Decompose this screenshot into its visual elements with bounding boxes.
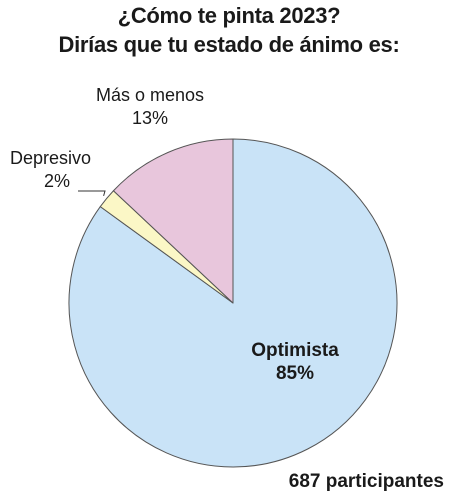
participants-count: 687 participantes bbox=[288, 471, 444, 492]
depresivo-leader-line bbox=[78, 190, 106, 197]
label-optimista-name: Optimista bbox=[251, 340, 339, 361]
label-depresivo-name: Depresivo bbox=[10, 148, 91, 168]
pie-slice-mas-o-menos bbox=[112, 138, 234, 304]
pie-slices bbox=[68, 138, 398, 468]
chart-title-line2: Dirías que tu estado de ánimo es: bbox=[58, 32, 400, 57]
label-depresivo-value: 2% bbox=[44, 171, 70, 191]
label-mas-o-menos-name: Más o menos bbox=[96, 85, 204, 105]
label-optimista-value: 85% bbox=[276, 363, 314, 384]
chart-title-line1: ¿Cómo te pinta 2023? bbox=[117, 3, 341, 28]
label-mas-o-menos-value: 13% bbox=[132, 108, 168, 128]
